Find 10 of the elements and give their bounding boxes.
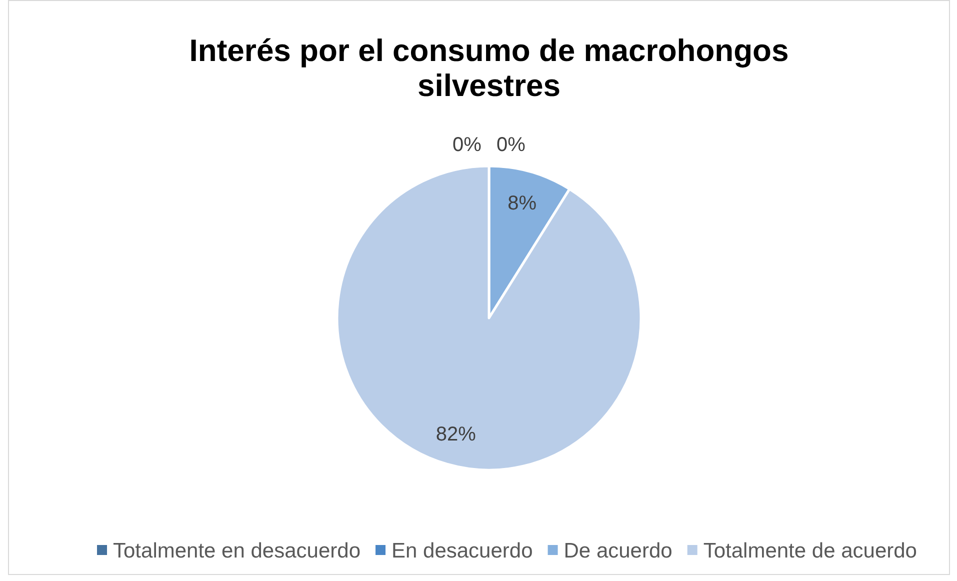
- data-label: 82%: [436, 423, 476, 446]
- data-label: 8%: [508, 192, 537, 215]
- pie-slice: [336, 164, 642, 472]
- legend-label: En desacuerdo: [392, 539, 533, 562]
- chart-title: Interés por el consumo de macrohongos silvestres: [189, 33, 789, 103]
- text: 0%: [496, 134, 526, 156]
- text: 0%: [452, 134, 482, 156]
- legend-label: Totalmente de acuerdo: [703, 539, 917, 562]
- legend-label: De acuerdo: [564, 539, 672, 562]
- legend-label: Totalmente en desacuerdo: [113, 539, 361, 562]
